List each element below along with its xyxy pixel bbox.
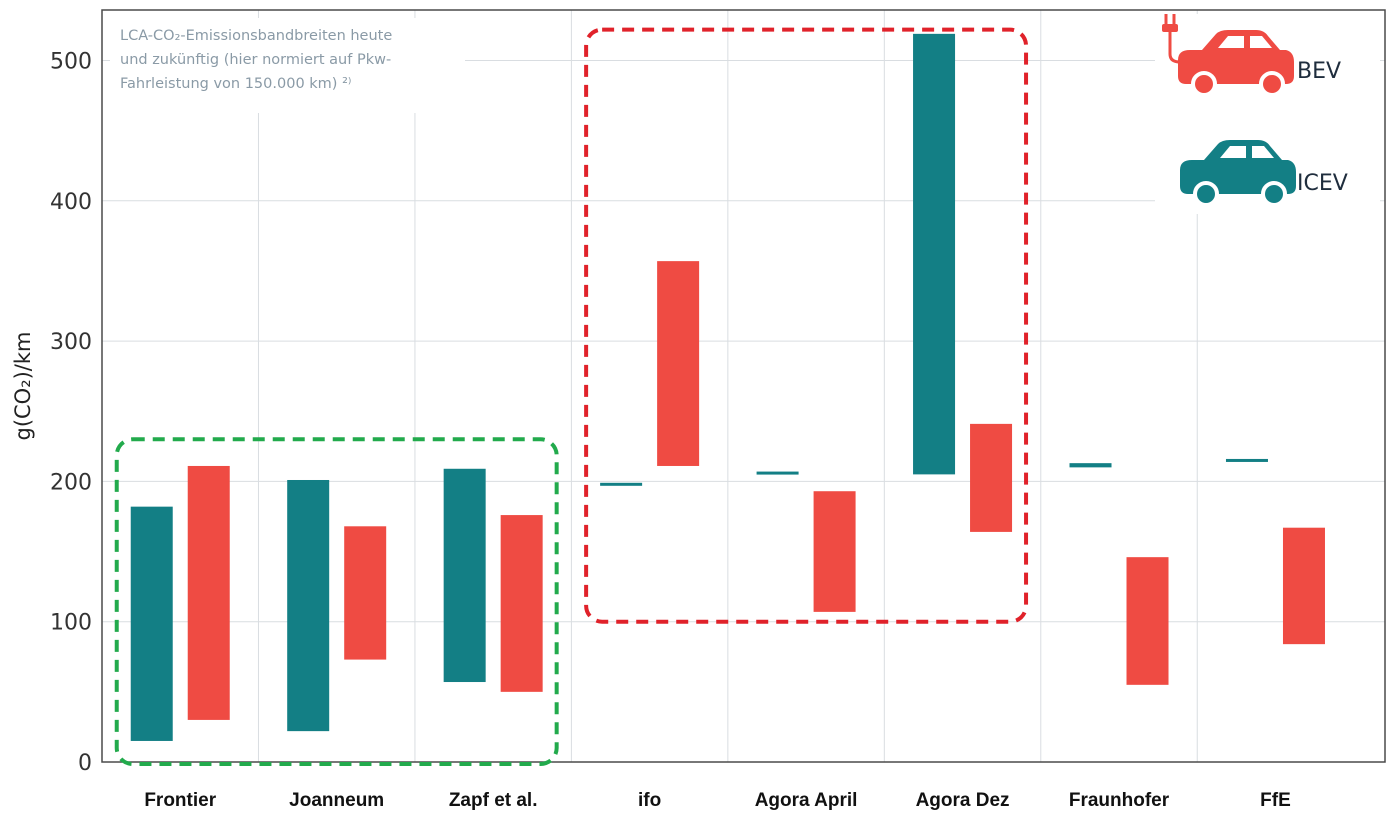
annotation-line-3: Fahrleistung von 150.000 km) ²⁾ [120, 76, 351, 92]
bar-bev-6 [1126, 557, 1169, 685]
plot-frame [101, 9, 1386, 763]
x-tick-label-4: Agora April [755, 790, 858, 811]
highlight-box-0 [114, 437, 559, 766]
y-tick-label-1: 100 [50, 611, 92, 636]
x-tick-label-7: FfE [1260, 790, 1291, 811]
bar-icev-1 [287, 479, 330, 732]
y-tick-label-3: 300 [50, 330, 92, 355]
x-labels: Frontier Joanneum Zapf et al. ifo Agora Apri… [144, 790, 1290, 811]
annotation-background [110, 18, 465, 113]
legend-label-icev: ICEV [1297, 171, 1348, 196]
bar-icev-2 [443, 468, 486, 683]
bar-icev-0 [130, 506, 173, 741]
highlight-box-1 [584, 27, 1029, 624]
bar-bev-2 [500, 515, 543, 692]
highlight-boxes [114, 27, 1029, 766]
y-tick-label-0: 0 [78, 751, 92, 776]
bar-bev-7 [1282, 527, 1325, 645]
x-tick-label-1: Joanneum [289, 790, 384, 811]
y-axis-label: g(CO₂)/km [11, 331, 35, 440]
bars-group [130, 33, 1325, 741]
x-tick-label-6: Fraunhofer [1069, 790, 1170, 811]
bar-icev-3 [600, 482, 643, 486]
legend-label-bev: BEV [1297, 59, 1341, 84]
legend: BEV ICEV [1155, 14, 1380, 214]
annotation-line-1: LCA-CO₂-Emissionsbandbreiten heute [120, 28, 392, 44]
bar-bev-3 [657, 261, 700, 466]
x-tick-label-2: Zapf et al. [449, 790, 538, 811]
y-tick-label-2: 200 [50, 470, 92, 495]
x-tick-label-5: Agora Dez [916, 790, 1010, 811]
x-tick-label-0: Frontier [144, 790, 216, 811]
x-tick-label-3: ifo [638, 790, 661, 811]
y-ticks: 0 100 200 300 400 500 [50, 50, 92, 777]
bar-bev-0 [187, 465, 230, 720]
icev-car-icon [1180, 140, 1296, 207]
bar-bev-5 [970, 423, 1013, 532]
bar-icev-4 [756, 471, 799, 475]
annotation-line-2: und zukünftig (hier normiert auf Pkw- [120, 52, 391, 68]
bar-icev-6 [1069, 463, 1112, 468]
y-tick-label-4: 400 [50, 190, 92, 215]
y-tick-label-5: 500 [50, 50, 92, 75]
bar-bev-1 [344, 526, 387, 660]
bar-bev-4 [813, 491, 856, 612]
bar-icev-5 [913, 33, 956, 475]
bar-icev-7 [1225, 458, 1268, 462]
bev-car-icon [1162, 14, 1294, 97]
